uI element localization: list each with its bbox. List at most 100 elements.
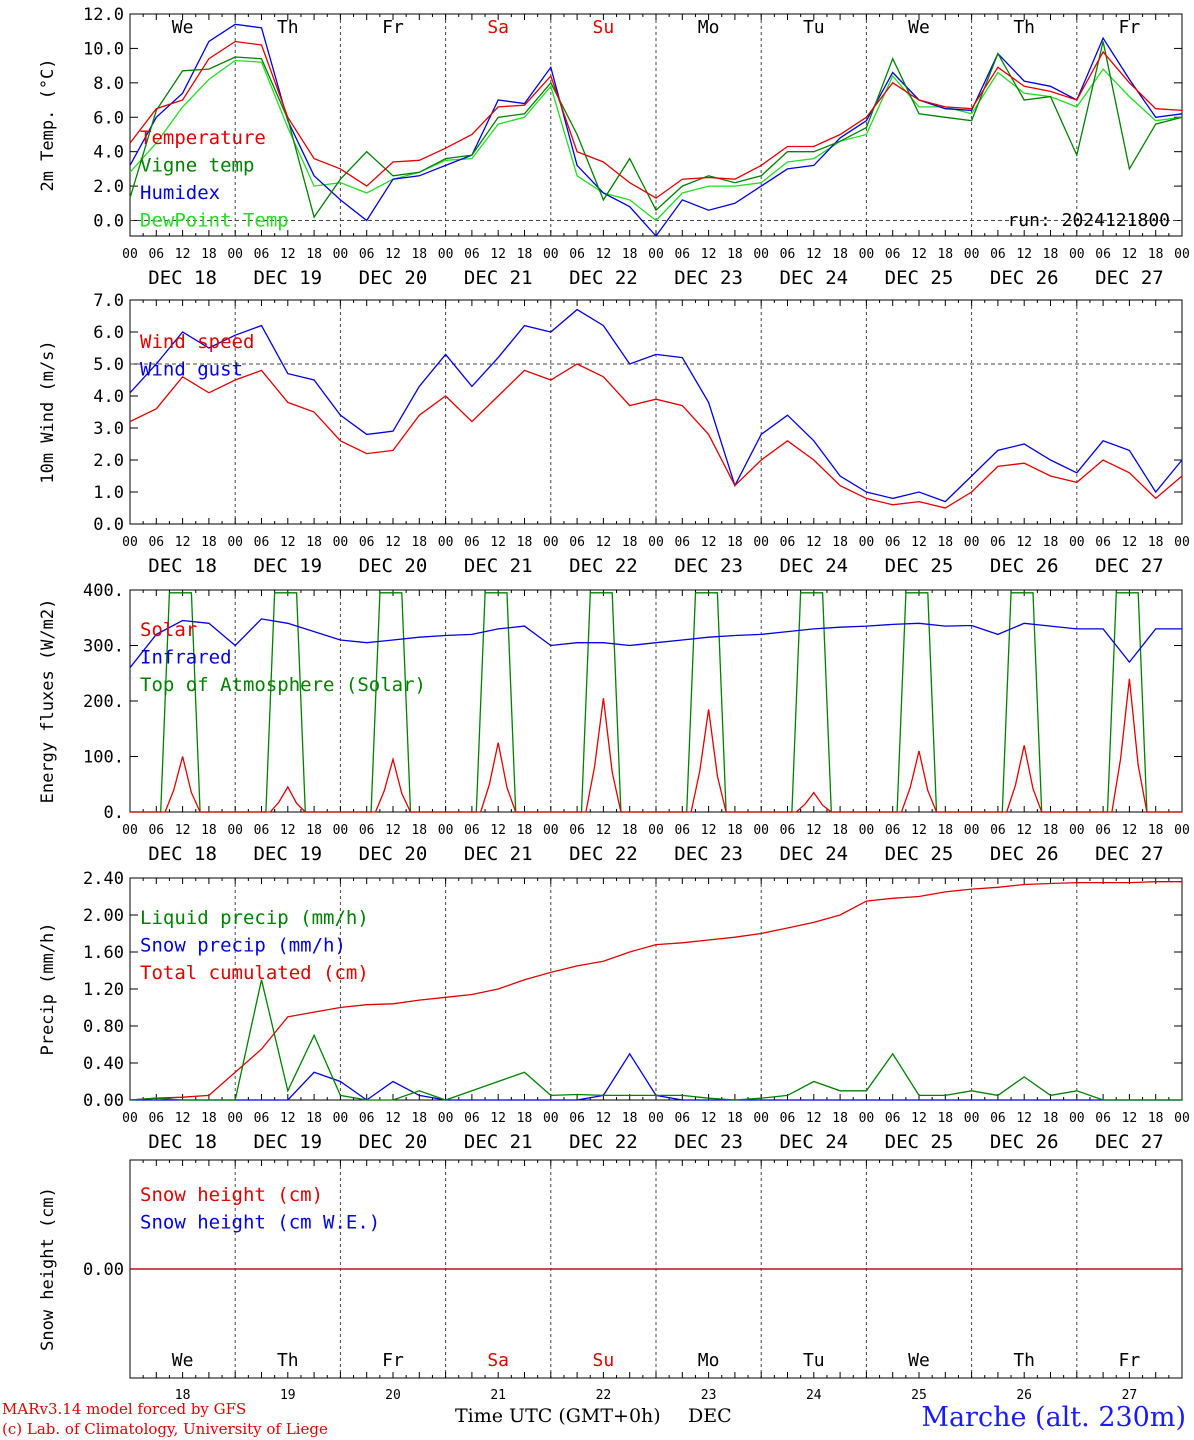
- lab-credit: (c) Lab. of Climatology, University of L…: [2, 1420, 328, 1438]
- x-hour-label: 12: [1122, 1111, 1138, 1126]
- x-hour-label: 00: [753, 1111, 769, 1126]
- x-hour-label: 06: [780, 535, 796, 550]
- x-hour-label: 18: [937, 247, 953, 262]
- x-hour-label: 00: [859, 247, 875, 262]
- x-date-label: DEC 27: [1095, 1131, 1164, 1153]
- x-hour-label: 18: [622, 823, 638, 838]
- y-tick-label: 8.0: [93, 74, 124, 94]
- x-hour-label: 12: [175, 823, 191, 838]
- x-hour-label: 00: [1069, 1111, 1085, 1126]
- x-date-label: DEC 25: [885, 843, 954, 865]
- x-date-label: DEC 25: [885, 555, 954, 577]
- x-hour-label: 12: [490, 823, 506, 838]
- x-hour-label: 00: [438, 535, 454, 550]
- x-hour-label: 18: [306, 823, 322, 838]
- y-axis-label-precip: Precip (mm/h): [38, 922, 58, 1055]
- x-hour-label: 18: [727, 823, 743, 838]
- x-hour-label: 06: [1095, 535, 1111, 550]
- y-axis-label-energy: Energy fluxes (W/m2): [38, 599, 58, 804]
- x-hour-label: 18: [1043, 1111, 1059, 1126]
- model-credit: MARv3.14 model forced by GFS: [2, 1400, 247, 1418]
- x-hour-label: 00: [1174, 247, 1190, 262]
- x-date-label: DEC 22: [569, 1131, 638, 1153]
- y-tick-label: 0.00: [83, 1091, 124, 1111]
- x-date-label: DEC 26: [990, 1131, 1059, 1153]
- x-hour-label: 00: [1069, 535, 1085, 550]
- x-hour-label: 12: [701, 535, 717, 550]
- y-tick-label: 0.: [104, 803, 124, 823]
- x-hour-label: 12: [701, 1111, 717, 1126]
- x-hour-label: 00: [859, 823, 875, 838]
- x-hour-label: 06: [359, 823, 375, 838]
- weekday-label: Tu: [803, 17, 825, 38]
- x-hour-label: 00: [227, 247, 243, 262]
- x-hour-label: 06: [254, 823, 270, 838]
- x-date-label: DEC 23: [674, 267, 743, 289]
- weekday-label: We: [172, 17, 194, 38]
- x-date-label: DEC 18: [148, 1131, 217, 1153]
- x-hour-label: 18: [411, 535, 427, 550]
- x-hour-label: 18: [622, 247, 638, 262]
- x-hour-label: 12: [1016, 1111, 1032, 1126]
- legend-entry: Humidex: [140, 182, 220, 204]
- day-number-label: 25: [911, 1388, 927, 1403]
- y-tick-label: 1.60: [83, 943, 124, 963]
- x-hour-label: 06: [990, 247, 1006, 262]
- x-hour-label: 06: [674, 823, 690, 838]
- weekday-label: Tu: [803, 1350, 825, 1371]
- x-hour-label: 00: [227, 823, 243, 838]
- x-hour-label: 12: [490, 1111, 506, 1126]
- x-date-label: DEC 19: [253, 1131, 322, 1153]
- x-hour-label: 06: [780, 1111, 796, 1126]
- legend-entry: Wind gust: [140, 359, 243, 381]
- series-line-humidex: [129, 23, 1183, 238]
- x-hour-label: 12: [1122, 535, 1138, 550]
- y-tick-label: 5.0: [93, 355, 124, 375]
- x-hour-label: 12: [806, 535, 822, 550]
- x-hour-label: 18: [937, 823, 953, 838]
- x-hour-label: 12: [806, 823, 822, 838]
- day-number-label: 21: [490, 1388, 506, 1403]
- x-hour-label: 06: [885, 823, 901, 838]
- x-hour-label: 12: [701, 823, 717, 838]
- x-date-label: DEC 24: [779, 843, 848, 865]
- legend-entry: Snow precip (mm/h): [140, 935, 346, 957]
- x-hour-label: 06: [359, 247, 375, 262]
- x-hour-label: 18: [1148, 823, 1164, 838]
- x-hour-label: 12: [806, 1111, 822, 1126]
- x-hour-label: 00: [543, 1111, 559, 1126]
- weekday-label: Th: [277, 17, 299, 38]
- x-hour-label: 18: [832, 823, 848, 838]
- y-tick-label: 2.40: [83, 869, 124, 889]
- legend-entry: Total cumulated (cm): [140, 962, 369, 984]
- x-hour-label: 12: [596, 535, 612, 550]
- y-tick-label: 200.: [83, 692, 124, 712]
- y-tick-label: 400.: [83, 581, 124, 601]
- weekday-label: Fr: [382, 1350, 404, 1371]
- x-hour-label: 18: [1148, 1111, 1164, 1126]
- y-tick-label: 2.00: [83, 906, 124, 926]
- x-date-label: DEC 24: [779, 555, 848, 577]
- x-hour-label: 18: [1148, 535, 1164, 550]
- x-hour-label: 12: [1016, 823, 1032, 838]
- x-hour-label: 00: [543, 535, 559, 550]
- x-hour-label: 00: [1069, 823, 1085, 838]
- x-hour-label: 06: [885, 247, 901, 262]
- x-hour-label: 12: [175, 1111, 191, 1126]
- y-axis-label-snow: Snow height (cm): [38, 1187, 58, 1351]
- weekday-label: We: [908, 1350, 930, 1371]
- y-tick-label: 4.0: [93, 143, 124, 163]
- x-hour-label: 00: [753, 823, 769, 838]
- x-hour-label: 00: [1069, 247, 1085, 262]
- x-hour-label: 06: [464, 1111, 480, 1126]
- y-tick-label: 0.80: [83, 1017, 124, 1037]
- y-tick-label: 100.: [83, 748, 124, 768]
- x-hour-label: 18: [1043, 823, 1059, 838]
- x-hour-label: 00: [333, 535, 349, 550]
- x-axis-month: DEC: [688, 1405, 732, 1427]
- x-hour-label: 06: [569, 247, 585, 262]
- toa-solar-line: [130, 592, 1182, 813]
- weekday-label: Sa: [487, 1350, 509, 1371]
- x-date-label: DEC 21: [464, 843, 533, 865]
- x-date-label: DEC 27: [1095, 267, 1164, 289]
